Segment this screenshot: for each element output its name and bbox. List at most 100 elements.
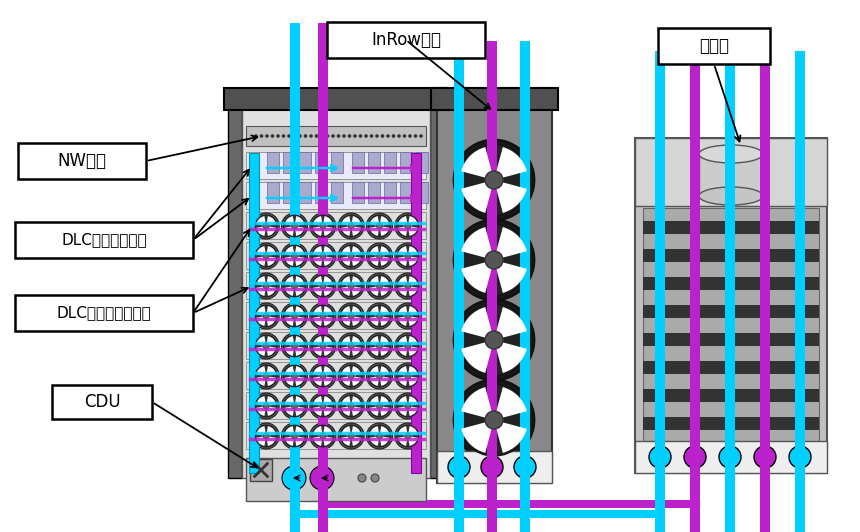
Wedge shape [285, 216, 294, 226]
Wedge shape [494, 387, 527, 420]
Wedge shape [256, 376, 266, 386]
Bar [690, 51, 700, 532]
Wedge shape [313, 226, 322, 236]
Circle shape [485, 411, 503, 429]
Wedge shape [379, 306, 390, 316]
Wedge shape [379, 256, 390, 266]
Circle shape [341, 425, 362, 447]
Wedge shape [294, 276, 304, 286]
Bar [368, 182, 380, 203]
Wedge shape [294, 396, 304, 406]
Wedge shape [398, 286, 408, 296]
Wedge shape [294, 256, 304, 266]
Circle shape [405, 373, 411, 379]
Wedge shape [398, 216, 408, 226]
Bar [18, 143, 146, 179]
Circle shape [377, 433, 383, 439]
Wedge shape [341, 306, 351, 316]
Circle shape [368, 395, 390, 417]
Circle shape [348, 283, 354, 289]
Wedge shape [370, 366, 379, 376]
Bar [431, 88, 558, 110]
Circle shape [719, 446, 741, 468]
Bar [299, 182, 311, 203]
Wedge shape [322, 276, 333, 286]
Wedge shape [379, 436, 390, 446]
Wedge shape [398, 436, 408, 446]
Circle shape [381, 134, 384, 138]
Bar [52, 385, 152, 419]
Circle shape [338, 243, 364, 269]
Circle shape [312, 305, 334, 327]
Circle shape [253, 273, 280, 299]
Bar [15, 295, 193, 331]
Wedge shape [313, 276, 322, 286]
Circle shape [396, 365, 419, 387]
Circle shape [282, 466, 306, 490]
Wedge shape [494, 260, 527, 293]
Wedge shape [322, 426, 333, 436]
Bar [699, 154, 763, 196]
Wedge shape [408, 286, 418, 296]
Wedge shape [370, 256, 379, 266]
Bar [454, 41, 464, 532]
Circle shape [402, 134, 406, 138]
Wedge shape [408, 406, 418, 416]
Wedge shape [341, 426, 351, 436]
Wedge shape [294, 286, 304, 296]
Circle shape [485, 171, 503, 189]
Circle shape [284, 275, 305, 297]
Wedge shape [266, 336, 276, 346]
Wedge shape [256, 346, 266, 356]
Wedge shape [461, 180, 494, 213]
Circle shape [320, 343, 326, 349]
Bar [400, 182, 412, 203]
Wedge shape [313, 376, 322, 386]
Circle shape [320, 433, 326, 439]
Bar [283, 152, 295, 173]
Wedge shape [294, 226, 304, 236]
Wedge shape [294, 336, 304, 346]
Wedge shape [398, 426, 408, 436]
Bar [416, 182, 428, 203]
Circle shape [458, 384, 530, 456]
Wedge shape [341, 246, 351, 256]
Bar [246, 212, 426, 239]
Bar [384, 182, 396, 203]
Circle shape [282, 134, 286, 138]
Circle shape [341, 365, 362, 387]
Wedge shape [351, 406, 361, 416]
Wedge shape [408, 436, 418, 446]
Ellipse shape [699, 145, 763, 163]
Circle shape [338, 273, 364, 299]
Circle shape [253, 333, 280, 359]
Circle shape [348, 223, 354, 229]
Wedge shape [408, 256, 418, 266]
Circle shape [292, 433, 298, 439]
Bar [250, 459, 272, 481]
Circle shape [348, 403, 354, 409]
Bar [437, 88, 552, 483]
Wedge shape [313, 306, 322, 316]
Circle shape [284, 365, 305, 387]
Circle shape [368, 275, 390, 297]
Circle shape [395, 423, 421, 449]
Circle shape [263, 223, 269, 229]
Circle shape [342, 134, 346, 138]
Wedge shape [322, 216, 333, 226]
Bar [487, 41, 497, 532]
Circle shape [448, 456, 470, 478]
Bar [497, 500, 695, 508]
Circle shape [377, 343, 383, 349]
Wedge shape [461, 387, 494, 420]
Circle shape [366, 423, 392, 449]
Wedge shape [398, 396, 408, 406]
Wedge shape [313, 216, 322, 226]
Wedge shape [313, 246, 322, 256]
Circle shape [287, 134, 291, 138]
Wedge shape [370, 286, 379, 296]
Wedge shape [322, 256, 333, 266]
Wedge shape [351, 436, 361, 446]
Bar [643, 333, 819, 346]
Circle shape [312, 365, 334, 387]
